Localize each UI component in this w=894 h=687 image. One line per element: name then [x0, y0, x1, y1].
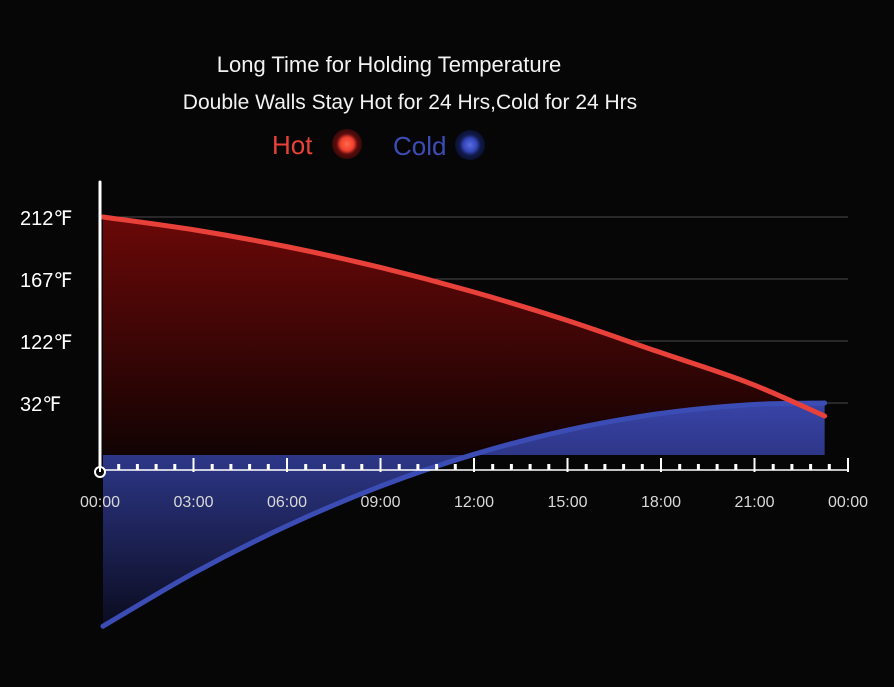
x-tick-label: 21:00: [734, 494, 774, 511]
x-minor-tick: [528, 464, 532, 470]
x-minor-tick: [154, 464, 158, 470]
x-tick-label: 00:00: [80, 494, 120, 511]
x-minor-tick: [771, 464, 775, 470]
x-minor-tick: [809, 464, 813, 470]
x-axis-ticks: 00:00 03:00 06:00 09:00 12:00 15:00 18:00 21:00…: [80, 458, 868, 511]
legend-hot-marker: [332, 129, 362, 159]
x-minor-tick: [622, 464, 626, 470]
x-minor-tick: [416, 464, 420, 470]
x-tick-label: 03:00: [173, 494, 213, 511]
x-tick-label: 12:00: [454, 494, 494, 511]
hot-line: [100, 214, 828, 419]
legend-cold-label: Cold: [393, 131, 446, 161]
chart-title: Long Time for Holding Temperature: [217, 52, 561, 77]
x-minor-tick: [322, 464, 326, 470]
x-minor-tick: [453, 464, 457, 470]
y-tick-label: 122℉: [20, 332, 72, 354]
x-minor-tick: [304, 464, 308, 470]
x-tick-label: 00:00: [828, 494, 868, 511]
x-minor-tick: [547, 464, 551, 470]
x-tick-label: 06:00: [267, 494, 307, 511]
x-minor-tick: [678, 464, 682, 470]
cold-line: [100, 400, 828, 629]
legend-cold-marker: [455, 130, 485, 160]
x-minor-tick: [603, 464, 607, 470]
x-minor-tick: [229, 464, 233, 470]
x-minor-tick: [435, 464, 439, 470]
x-minor-tick: [173, 464, 177, 470]
x-minor-tick: [360, 464, 364, 470]
x-minor-tick: [210, 464, 214, 470]
y-tick-label: 32℉: [20, 394, 61, 416]
y-tick-label: 212℉: [20, 208, 72, 230]
y-axis-ticks: 212℉ 167℉ 122℉ 32℉: [20, 208, 72, 416]
legend: Hot Cold: [272, 129, 485, 161]
x-tick-label: 15:00: [547, 494, 587, 511]
legend-hot-label: Hot: [272, 130, 313, 160]
y-tick-label: 167℉: [20, 270, 72, 292]
chart-subtitle: Double Walls Stay Hot for 24 Hrs,Cold fo…: [183, 91, 637, 114]
x-minor-tick: [584, 464, 588, 470]
x-minor-tick: [491, 464, 495, 470]
hot-area: [103, 217, 825, 455]
data-areas: [103, 217, 825, 627]
x-minor-tick: [715, 464, 719, 470]
cold-area: [103, 403, 825, 627]
x-minor-tick: [790, 464, 794, 470]
x-tick-label: 18:00: [641, 494, 681, 511]
x-tick-label: 09:00: [360, 494, 400, 511]
x-minor-tick: [734, 464, 738, 470]
x-minor-tick: [827, 464, 831, 470]
x-minor-tick: [509, 464, 513, 470]
x-minor-tick: [341, 464, 345, 470]
x-minor-tick: [248, 464, 252, 470]
x-minor-tick: [117, 464, 121, 470]
x-minor-tick: [397, 464, 401, 470]
x-minor-tick: [135, 464, 139, 470]
x-minor-tick: [266, 464, 270, 470]
x-minor-tick: [640, 464, 644, 470]
x-minor-tick: [696, 464, 700, 470]
data-lines: [100, 214, 828, 629]
